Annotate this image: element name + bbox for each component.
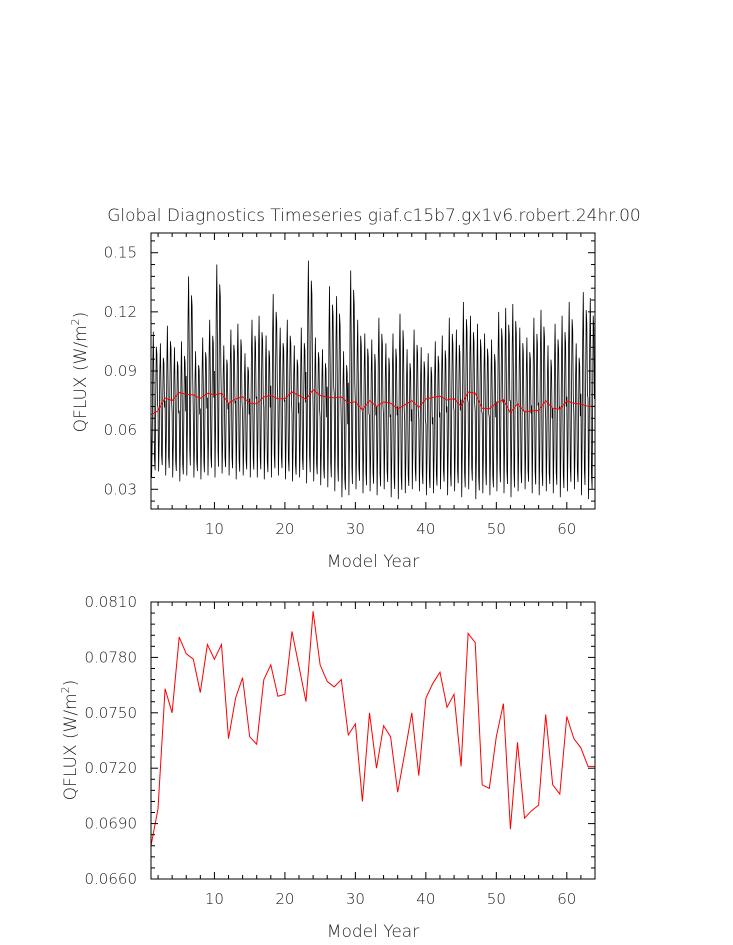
- bottom-plot-frame: [150, 601, 596, 880]
- top-y-axis-label: QFLUX (W/m2): [69, 312, 91, 433]
- y-tick-label: 0.15: [104, 244, 137, 262]
- x-tick-label: 40: [416, 890, 435, 908]
- top-x-axis-label: Model Year: [327, 552, 419, 572]
- y-tick-label: 0.0690: [85, 815, 138, 833]
- x-tick-label: 20: [275, 520, 294, 538]
- y-tick-label: 0.09: [104, 362, 137, 380]
- bottom-chart: 10 20 30 40 50 60 0.0660 0.0690 0.0720 0.0750 0.07…: [59, 593, 596, 942]
- chart-title: Global Diagnostics Timeseries giaf.c15b7…: [107, 206, 640, 226]
- y-tick-label: 0.0810: [85, 593, 138, 611]
- bottom-x-axis-label: Model Year: [327, 922, 419, 942]
- x-tick-label: 20: [275, 890, 294, 908]
- x-tick-label: 50: [487, 890, 506, 908]
- series-line-monthly: [150, 260, 595, 500]
- y-tick-label: 0.12: [104, 303, 137, 321]
- x-tick-label: 60: [557, 890, 576, 908]
- y-tick-label: 0.0750: [85, 704, 138, 722]
- x-tick-label: 30: [346, 890, 365, 908]
- y-tick-label: 0.03: [104, 480, 137, 498]
- x-tick-label: 40: [416, 520, 435, 538]
- series-line-annual-mean: [150, 611, 595, 846]
- y-tick-label: 0.0780: [85, 648, 138, 666]
- x-tick-label: 10: [205, 890, 224, 908]
- bottom-y-axis-label: QFLUX (W/m2): [59, 680, 81, 801]
- x-tick-label: 30: [346, 520, 365, 538]
- series-line-annual-mean: [150, 388, 595, 416]
- top-chart: Global Diagnostics Timeseries giaf.c15b7…: [69, 206, 641, 572]
- x-tick-label: 60: [557, 520, 576, 538]
- y-tick-label: 0.0660: [85, 870, 138, 888]
- y-tick-label: 0.06: [104, 421, 137, 439]
- x-tick-label: 50: [487, 520, 506, 538]
- y-tick-label: 0.0720: [85, 759, 138, 777]
- x-tick-label: 10: [205, 520, 224, 538]
